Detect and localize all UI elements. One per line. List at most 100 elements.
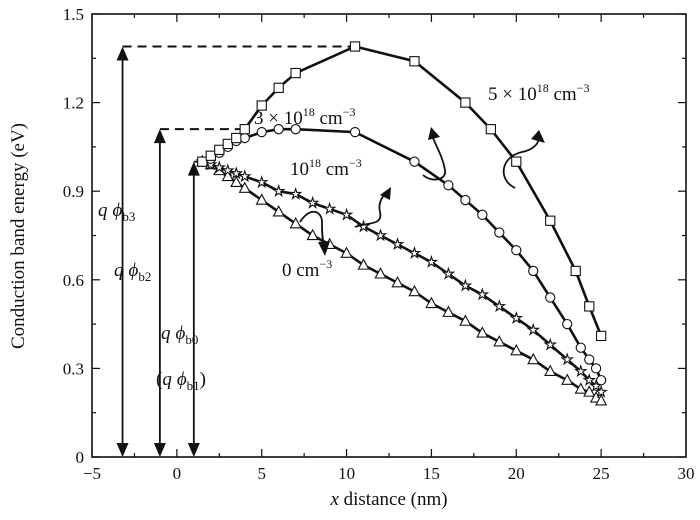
y-tick-label: 0.9 (63, 182, 84, 201)
data-point-triangle (221, 169, 234, 182)
data-point-star (492, 299, 507, 313)
data-point-triangle (357, 258, 370, 270)
data-point-star (424, 254, 439, 268)
data-point-square (290, 67, 301, 79)
data-point-star (271, 184, 286, 198)
data-point-star (339, 207, 354, 221)
data-point-square (273, 82, 284, 93)
data-point-triangle (230, 175, 243, 187)
y-tick-label: 1.2 (63, 94, 84, 113)
data-point-square (197, 156, 208, 167)
curve-pointer-arrows (299, 127, 545, 256)
data-point-circle (528, 265, 539, 277)
data-point-triangle (391, 275, 404, 288)
data-point-square (485, 124, 496, 135)
y-tick-label: 0.3 (63, 359, 84, 378)
pointer-arrowhead-1e18 (380, 187, 391, 200)
data-point-circle (349, 126, 361, 138)
data-point-star (526, 322, 541, 336)
data-point-star (237, 169, 252, 183)
data-point-circle (239, 132, 250, 144)
data-point-triangle (425, 296, 438, 309)
data-point-triangle (255, 193, 268, 205)
data-point-circle (256, 126, 267, 138)
pointer-arrow-3e18 (422, 137, 446, 181)
data-point-triangle (527, 352, 540, 365)
data-point-triangle (510, 343, 523, 356)
x-tick-label: 0 (173, 464, 182, 483)
pointer-arrowhead-3e18 (428, 127, 440, 140)
y-tick-label: 0.6 (63, 271, 84, 290)
data-point-triangle (272, 205, 285, 217)
barrier-b3-arrowhead-top (116, 46, 129, 61)
x-tick-label: 30 (678, 464, 695, 483)
pointer-arrow-0 (299, 210, 325, 246)
data-point-star (509, 311, 524, 324)
y-axis-ticks: 0 0.3 0.6 0.9 1.2 1.5 (63, 5, 686, 467)
series-label-3e18: 3 × 1018 cm−3 (254, 105, 355, 129)
data-point-triangle (595, 394, 608, 406)
data-point-circle (590, 363, 602, 374)
data-point-circle (562, 318, 573, 330)
data-point-circle (494, 227, 505, 238)
data-point-square (222, 138, 233, 150)
data-point-star (220, 163, 235, 177)
pointer-arrowhead-5e18 (531, 130, 545, 143)
series-line-circle (201, 127, 603, 381)
data-point-star (229, 166, 244, 180)
barrier-label-b3: q ϕb3 (98, 200, 135, 224)
data-point-triangle (238, 181, 251, 193)
y-axis-label: Conduction band energy (eV) (8, 123, 29, 349)
data-point-square (256, 100, 267, 111)
series-label-0: 0 cm−3 (282, 257, 332, 281)
data-point-triangle (306, 228, 319, 241)
series-label-5e18: 5 × 1018 cm−3 (488, 81, 589, 105)
series-label-1e18: 1018 cm−3 (290, 156, 362, 180)
data-point-square (205, 150, 216, 161)
data-point-square (595, 330, 607, 342)
x-axis-label: x distance (nm) (329, 489, 447, 510)
data-point-triangle (408, 284, 421, 297)
data-point-circle (477, 209, 488, 220)
x-tick-label: 5 (257, 464, 266, 483)
data-point-square (545, 215, 556, 226)
data-point-triangle (442, 305, 455, 317)
data-point-star (441, 266, 456, 280)
data-point-star (373, 228, 388, 242)
pointer-arrow-1e18 (354, 192, 387, 228)
data-point-square (231, 132, 242, 144)
data-point-circle (460, 194, 471, 206)
barrier-b0-arrowhead-bottom (187, 443, 200, 457)
barrier-b2-arrowhead-top (153, 129, 166, 144)
data-point-star (582, 373, 597, 387)
data-point-star (407, 246, 422, 260)
data-point-star (560, 352, 575, 366)
data-point-square (570, 265, 581, 277)
data-point-triangle (583, 385, 596, 397)
data-point-triangle (374, 267, 387, 279)
barrier-b0-arrowhead-top (187, 161, 200, 176)
data-point-star (573, 364, 588, 378)
series-triangle (196, 154, 608, 406)
barrier-label-b1: (q ϕb1) (156, 369, 206, 393)
data-point-star (254, 175, 269, 189)
data-point-star (288, 186, 303, 200)
series-group (195, 41, 608, 406)
data-point-circle (290, 124, 301, 135)
data-point-circle (511, 245, 522, 256)
x-tick-label: 15 (423, 464, 440, 483)
data-point-triangle (544, 364, 557, 377)
barrier-label-b2: q ϕb2 (114, 260, 151, 284)
data-point-square (349, 41, 361, 52)
pointer-arrowhead-0 (318, 241, 330, 256)
data-point-triangle (574, 382, 587, 394)
data-point-square (214, 144, 225, 156)
data-point-circle (595, 375, 607, 386)
data-point-circle (273, 124, 284, 135)
data-point-square (511, 156, 522, 167)
x-axis-ticks: −5 0 5 10 15 20 25 30 (83, 14, 695, 483)
y-tick-label: 0 (76, 448, 85, 467)
data-point-circle (409, 156, 420, 167)
data-point-triangle (561, 373, 574, 385)
barrier-b2-arrowhead-bottom (153, 443, 166, 457)
